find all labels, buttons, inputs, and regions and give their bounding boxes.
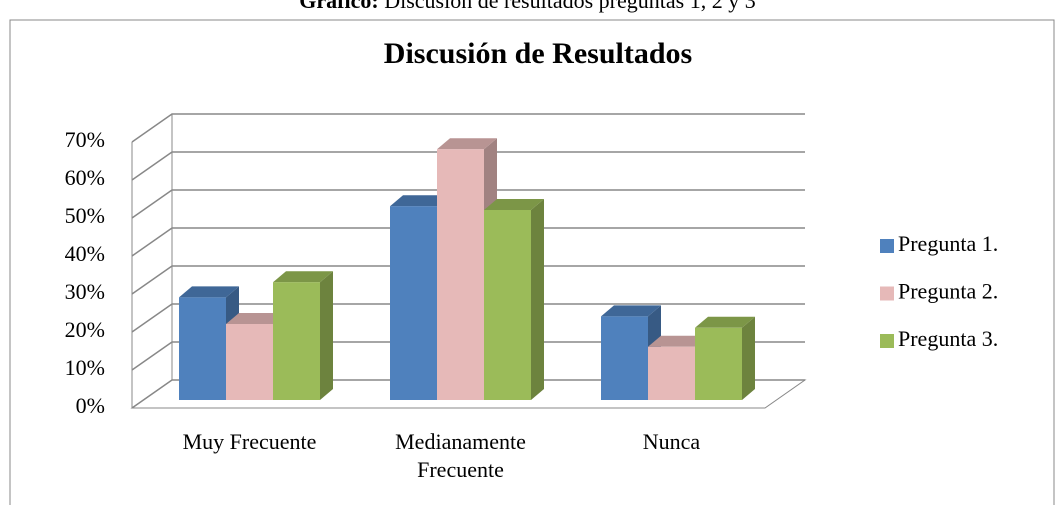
caption-label: Gráfico: bbox=[299, 0, 379, 13]
y-tick-label: 20% bbox=[65, 317, 105, 342]
bar-front bbox=[484, 210, 531, 400]
legend-swatch bbox=[880, 239, 894, 253]
chart-title: Discusión de Resultados bbox=[384, 37, 692, 70]
bar bbox=[273, 271, 333, 400]
legend-swatch bbox=[880, 286, 894, 301]
bar-front bbox=[648, 346, 695, 400]
bar-top bbox=[390, 195, 450, 207]
x-tick-label: Medianamente Frecuente bbox=[395, 429, 526, 482]
bar-front bbox=[695, 327, 742, 400]
grid-line bbox=[131, 227, 805, 257]
bar-top bbox=[226, 313, 286, 324]
legend-label: Pregunta 2. bbox=[898, 279, 998, 304]
bar-front bbox=[226, 324, 273, 400]
y-tick-label: 30% bbox=[65, 279, 105, 304]
y-tick-label: 40% bbox=[65, 241, 105, 266]
bar-top bbox=[695, 316, 755, 328]
caption: Gráfico: Discusión de resultados pregunt… bbox=[0, 0, 1055, 14]
x-tick-label: Muy Frecuente bbox=[182, 429, 317, 454]
bar-front bbox=[179, 297, 226, 400]
bar-side bbox=[531, 199, 544, 400]
x-tick-label: Nunca bbox=[642, 429, 701, 454]
y-tick-label: 70% bbox=[65, 127, 105, 152]
y-tick-label: 0% bbox=[76, 393, 105, 418]
bar-top bbox=[648, 335, 708, 347]
legend-swatch bbox=[880, 334, 894, 348]
bar-side bbox=[320, 271, 333, 400]
bar-front bbox=[601, 316, 648, 400]
bar-front bbox=[273, 282, 320, 400]
grid-line bbox=[131, 379, 805, 409]
bar-top bbox=[437, 138, 497, 150]
bar-top bbox=[273, 271, 333, 283]
bar-front bbox=[437, 149, 484, 400]
grid-line bbox=[131, 151, 805, 181]
bar-top bbox=[601, 305, 661, 317]
grid-line bbox=[131, 265, 805, 295]
grid-line bbox=[131, 113, 805, 143]
caption-text: Discusión de resultados preguntas 1, 2 y… bbox=[384, 0, 756, 13]
bar bbox=[695, 316, 755, 400]
bar-top bbox=[179, 286, 239, 298]
bar-front bbox=[390, 206, 437, 400]
y-tick-label: 50% bbox=[65, 203, 105, 228]
bar-top bbox=[484, 199, 544, 210]
legend-label: Pregunta 3. bbox=[898, 326, 998, 351]
y-tick-label: 60% bbox=[65, 165, 105, 190]
grid-line bbox=[131, 303, 805, 333]
bar bbox=[484, 199, 544, 400]
grid-line bbox=[131, 341, 805, 371]
legend-label: Pregunta 1. bbox=[898, 231, 998, 256]
grid-line bbox=[131, 189, 805, 219]
bar-side bbox=[742, 316, 755, 400]
y-tick-label: 10% bbox=[65, 355, 105, 380]
